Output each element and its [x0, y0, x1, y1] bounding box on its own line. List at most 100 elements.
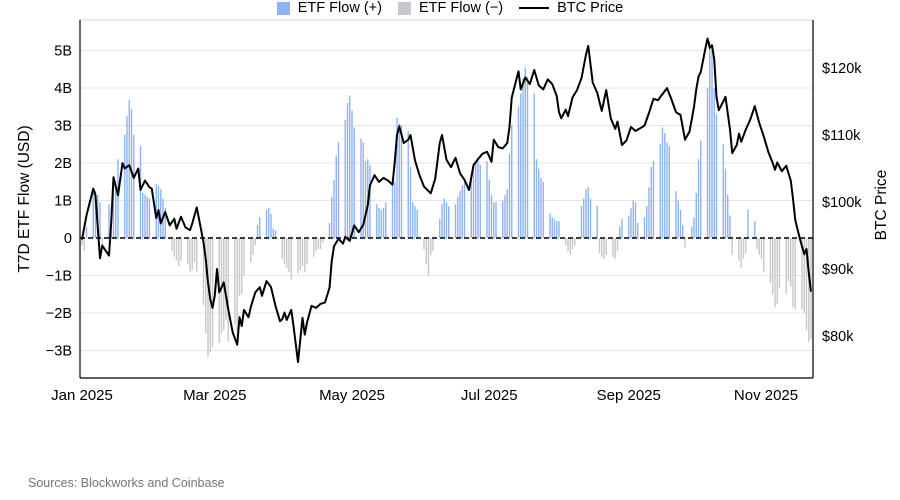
- positive-flow-bar: [328, 223, 331, 238]
- positive-flow-bar: [472, 166, 475, 238]
- negative-flow-bar: [306, 238, 308, 265]
- negative-flow-bar: [425, 238, 427, 265]
- negative-flow-bar: [250, 238, 252, 263]
- positive-flow-bar: [270, 213, 272, 239]
- positive-flow-bar: [589, 198, 592, 239]
- positive-flow-bar: [711, 48, 713, 239]
- positive-flow-bar: [650, 166, 652, 238]
- negative-flow-bar: [787, 238, 790, 282]
- positive-flow-bar: [535, 159, 538, 238]
- positive-flow-bar: [553, 219, 556, 238]
- negative-flow-bar: [202, 238, 205, 306]
- month-tick-label: May 2025: [319, 387, 385, 404]
- negative-flow-bar: [313, 238, 315, 257]
- negative-flow-bar: [598, 238, 601, 253]
- price-tick-label: $100k: [822, 195, 862, 211]
- positive-flow-bar: [164, 208, 166, 238]
- positive-flow-bar: [722, 144, 724, 238]
- negative-flow-bar: [756, 238, 758, 250]
- positive-flow-bar: [146, 196, 148, 238]
- negative-flow-bar: [774, 238, 776, 308]
- negative-flow-bar: [171, 238, 173, 252]
- positive-flow-bar: [596, 206, 598, 239]
- positive-flow-bar: [549, 213, 551, 239]
- negative-flow-bar: [281, 238, 283, 259]
- positive-flow-bar: [661, 127, 664, 239]
- positive-flow-bar: [376, 204, 378, 238]
- positive-flow-bar: [398, 123, 400, 239]
- negative-flow-bar: [180, 238, 182, 261]
- positive-flow-bar: [454, 204, 457, 238]
- positive-flow-bar: [256, 224, 259, 239]
- positive-flow-bar: [628, 215, 630, 238]
- positive-flow-bar: [486, 161, 488, 239]
- negative-flow-bar: [601, 238, 603, 257]
- negative-flow-bar: [605, 238, 607, 255]
- negative-flow-bar: [778, 238, 781, 289]
- positive-flow-bar: [362, 142, 364, 239]
- positive-flow-bar: [126, 116, 128, 239]
- left-tick-labels: 5B 4B 3B 2B 1B 0 −1B −2B −3B: [46, 44, 72, 360]
- negative-flow-bar: [317, 238, 319, 250]
- positive-flow-bar: [148, 198, 151, 239]
- positive-flow-bar: [542, 181, 544, 238]
- negative-flow-bar: [81, 238, 83, 246]
- negative-flow-bar: [283, 238, 286, 265]
- negative-flow-swatch-icon: [397, 1, 411, 15]
- positive-flow-bar: [378, 208, 380, 238]
- positive-flow-bar: [124, 134, 126, 239]
- positive-flow-bar: [621, 219, 623, 238]
- positive-flow-bar: [495, 201, 497, 238]
- flow-tick-label: 1B: [54, 194, 72, 210]
- positive-flow-bar: [274, 230, 277, 238]
- positive-flow-bar: [265, 209, 268, 239]
- positive-flow-bar: [754, 221, 756, 239]
- positive-flow-bar: [682, 224, 684, 239]
- negative-flow-bar: [430, 238, 432, 255]
- right-tick-labels: $120k $110k $100k $90k $80k: [822, 61, 862, 345]
- negative-flow-bar: [790, 238, 792, 287]
- positive-flow-bar: [502, 200, 504, 238]
- x-tick-labels: Jan 2025 Mar 2025 May 2025 Jul 2025 Sep 2025…: [51, 387, 798, 404]
- negative-flow-bar: [801, 238, 803, 310]
- negative-flow-bar: [740, 238, 742, 268]
- positive-flow-bar: [634, 202, 637, 239]
- negative-flow-bar: [243, 238, 245, 276]
- positive-flow-bar: [729, 215, 731, 238]
- negative-flow-bar: [101, 238, 103, 250]
- negative-flow-bar: [83, 238, 85, 252]
- price-tick-label: $120k: [822, 61, 862, 77]
- positive-flow-bar: [349, 95, 351, 238]
- negative-flow-bar: [805, 238, 808, 330]
- positive-flow-bar: [488, 179, 490, 239]
- negative-flow-bar: [241, 238, 243, 295]
- positive-flow-bar: [580, 206, 583, 239]
- negative-flow-bar: [565, 238, 567, 246]
- negative-flow-bar: [189, 238, 191, 272]
- month-tick-label: Nov 2025: [734, 387, 798, 404]
- positive-flow-bar: [139, 146, 142, 239]
- positive-flow-bar: [112, 179, 115, 239]
- positive-flow-bar: [346, 103, 349, 238]
- positive-flow-bar: [551, 217, 553, 239]
- positive-flow-bar: [416, 209, 418, 239]
- price-tick-label: $90k: [822, 262, 854, 278]
- negative-flow-bar: [684, 238, 686, 248]
- positive-flow-bar: [706, 88, 709, 238]
- positive-flow-bar: [331, 196, 333, 238]
- negative-flow-bar: [427, 238, 430, 276]
- positive-flow-bar: [490, 194, 493, 239]
- negative-flow-bar: [288, 238, 290, 272]
- positive-flow-bar: [630, 208, 632, 238]
- positive-flow-bar: [697, 159, 700, 238]
- positive-flow-bar: [142, 193, 144, 238]
- negative-flow-bar: [432, 238, 434, 252]
- positive-flow-bar: [351, 110, 353, 238]
- positive-flow-bar: [443, 198, 445, 239]
- positive-flow-bar: [448, 206, 450, 239]
- positive-flow-bar: [520, 93, 522, 239]
- flow-tick-label: −1B: [46, 269, 72, 285]
- legend-item-btc-price: BTC Price: [519, 0, 623, 16]
- negative-flow-bar: [612, 238, 614, 257]
